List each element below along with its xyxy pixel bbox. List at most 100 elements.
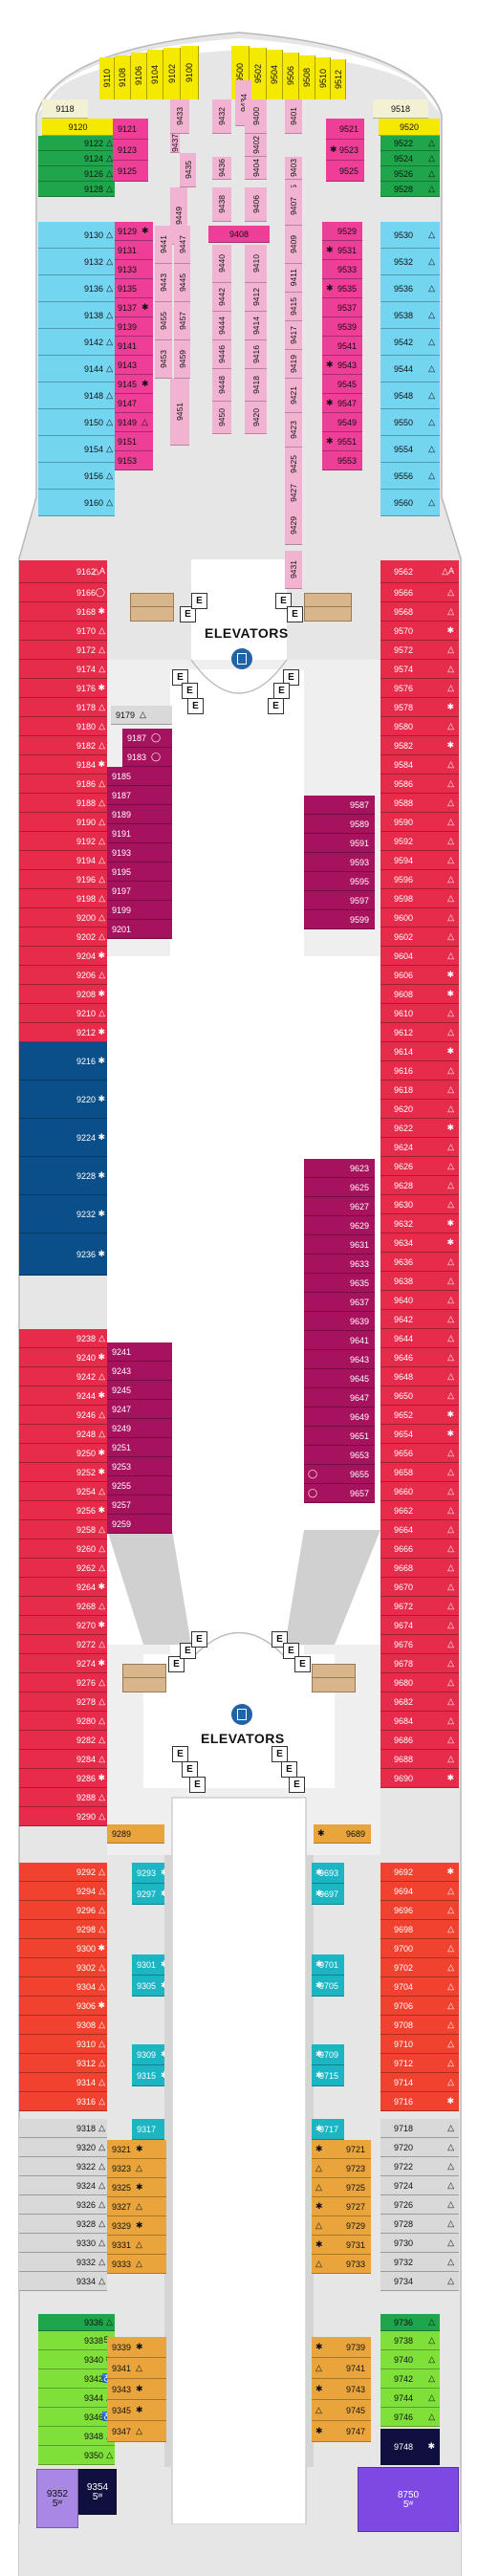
cabin-9272[interactable]: 9272 △	[19, 1635, 107, 1654]
cabin-9608[interactable]: 9608 ✱	[380, 985, 459, 1004]
cabin-9432[interactable]: 9432	[212, 99, 231, 134]
cabin-9137[interactable]: 9137 ✱	[113, 298, 153, 317]
cabin-9651[interactable]: 9651	[304, 1427, 375, 1446]
cabin-9589[interactable]: 9589	[304, 815, 375, 834]
cabin-9734[interactable]: 9734 △	[380, 2272, 459, 2291]
cabin-9716[interactable]: 9716 ✱	[380, 2092, 459, 2111]
cabin-9148[interactable]: 9148 △	[38, 382, 115, 409]
cabin-9197[interactable]: 9197	[107, 882, 172, 901]
cabin-9198[interactable]: 9198 △	[19, 889, 107, 908]
cabin-9310[interactable]: 9310 △	[19, 2035, 107, 2054]
cabin-9131[interactable]: 9131	[113, 241, 153, 260]
cabin-9301[interactable]: 9301 ✱	[132, 1954, 164, 1976]
cabin-9441[interactable]: 9441	[155, 226, 172, 264]
cabin-9582[interactable]: 9582 ✱	[380, 736, 459, 755]
cabin-9347[interactable]: 9347 △	[107, 2421, 166, 2442]
cabin-9338[interactable]: 93385ʷ	[38, 2331, 115, 2350]
cabin-9576[interactable]: 9576 △	[380, 679, 459, 698]
cabin-9254[interactable]: 9254 △	[19, 1482, 107, 1501]
cabin-9440[interactable]: 9440	[212, 245, 231, 283]
cabin-9286[interactable]: 9286 ✱	[19, 1769, 107, 1788]
cabin-9554[interactable]: 9554 △	[380, 436, 440, 463]
cabin-9196[interactable]: 9196 △	[19, 870, 107, 889]
cabin-9614[interactable]: 9614 ✱	[380, 1042, 459, 1061]
elevator-e1[interactable]: E	[180, 606, 196, 622]
cabin-9635[interactable]: 9635	[304, 1274, 375, 1293]
cabin-9717[interactable]: 9717 ✱	[312, 2119, 344, 2140]
cabin-9518[interactable]: 9518	[373, 99, 428, 119]
cabin-9118[interactable]: 9118	[42, 99, 88, 119]
cabin-9725[interactable]: 9725 △	[312, 2178, 371, 2197]
cabin-9693[interactable]: 9693 ✱	[312, 1863, 344, 1884]
cabin-9637[interactable]: 9637	[304, 1293, 375, 1312]
cabin-9429[interactable]: 9429	[285, 507, 302, 545]
cabin-9656[interactable]: 9656 △	[380, 1444, 459, 1463]
cabin-9350[interactable]: 9350 △	[38, 2446, 115, 2465]
cabin-9278[interactable]: 9278 △	[19, 1692, 107, 1712]
cabin-9678[interactable]: 9678 △	[380, 1654, 459, 1673]
cabin-9276[interactable]: 9276 △	[19, 1673, 107, 1692]
cabin-9688[interactable]: 9688 △	[380, 1750, 459, 1769]
cabin-9453[interactable]: 9453	[155, 340, 172, 379]
cabin-9201[interactable]: 9201	[107, 920, 172, 939]
cabin-9308[interactable]: 9308 △	[19, 2016, 107, 2035]
cabin-9531[interactable]: 9531 ✱	[322, 241, 362, 260]
cabin-9560[interactable]: 9560 △	[380, 490, 440, 516]
cabin-9593[interactable]: 9593	[304, 853, 375, 872]
cabin-9596[interactable]: 9596 △	[380, 870, 459, 889]
elevator-e17[interactable]: E	[172, 1746, 188, 1762]
cabin-9600[interactable]: 9600 △	[380, 908, 459, 928]
cabin-9548[interactable]: 9548 △	[380, 382, 440, 409]
cabin-9186[interactable]: 9186 △	[19, 775, 107, 794]
cabin-9288[interactable]: 9288 △	[19, 1788, 107, 1807]
cabin-9334[interactable]: 9334 △	[19, 2272, 107, 2291]
cabin-9162[interactable]: 9162 △A	[19, 560, 107, 583]
cabin-9632[interactable]: 9632 ✱	[380, 1214, 459, 1233]
cabin-9684[interactable]: 9684 △	[380, 1712, 459, 1731]
cabin-9243[interactable]: 9243	[107, 1362, 172, 1381]
cabin-9445[interactable]: 9445	[174, 264, 190, 302]
cabin-9172[interactable]: 9172 △	[19, 641, 107, 660]
cabin-9354[interactable]: 9354 5ʷ	[78, 2469, 117, 2515]
cabin-9293[interactable]: 9293 ✱	[132, 1863, 164, 1884]
cabin-9332[interactable]: 9332 △	[19, 2253, 107, 2272]
cabin-9647[interactable]: 9647	[304, 1388, 375, 1408]
cabin-9720[interactable]: 9720 △	[380, 2138, 459, 2157]
cabin-9129[interactable]: 9129 ✱	[113, 222, 153, 241]
cabin-9658[interactable]: 9658 △	[380, 1463, 459, 1482]
cabin-9180[interactable]: 9180 △	[19, 717, 107, 736]
cabin-9404[interactable]: 9404	[245, 157, 267, 180]
cabin-9459[interactable]: 9459	[174, 340, 190, 379]
cabin-9342[interactable]: 9342♿	[38, 2369, 115, 2389]
cabin-9302[interactable]: 9302 △	[19, 1958, 107, 1977]
cabin-9352[interactable]: 9352 5ʷ	[36, 2469, 78, 2528]
cabin-9306[interactable]: 9306 ✱	[19, 1997, 107, 2016]
cabin-9537[interactable]: 9537	[322, 298, 362, 317]
cabin-9208[interactable]: 9208 ✱	[19, 985, 107, 1004]
elevator-e4[interactable]: E	[287, 606, 303, 622]
cabin-9718[interactable]: 9718 △	[380, 2119, 459, 2138]
cabin-9523[interactable]: 9523 ✱	[326, 140, 364, 161]
cabin-9182[interactable]: 9182 △	[19, 736, 107, 755]
cabin-9414[interactable]: 9414	[245, 312, 267, 340]
cabin-9592[interactable]: 9592 △	[380, 832, 459, 851]
cabin-9529[interactable]: 9529	[322, 222, 362, 241]
cabin-9528[interactable]: 9528 △	[380, 182, 440, 197]
cabin-9721[interactable]: 9721 ✱	[312, 2140, 371, 2159]
cabin-9686[interactable]: 9686 △	[380, 1731, 459, 1750]
cabin-9698[interactable]: 9698 △	[380, 1920, 459, 1939]
cabin-9407[interactable]: 9407	[285, 187, 302, 226]
cabin-9316[interactable]: 9316 △	[19, 2092, 107, 2111]
cabin-9680[interactable]: 9680 △	[380, 1673, 459, 1692]
elevator-e13[interactable]: E	[191, 1631, 207, 1648]
elevator-e15[interactable]: E	[283, 1643, 299, 1659]
cabin-9292[interactable]: 9292 △	[19, 1863, 107, 1882]
cabin-9670[interactable]: 9670 △	[380, 1578, 459, 1597]
cabin-9147[interactable]: 9147	[113, 394, 153, 413]
cabin-9648[interactable]: 9648 △	[380, 1367, 459, 1386]
cabin-9620[interactable]: 9620 △	[380, 1100, 459, 1119]
cabin-9594[interactable]: 9594 △	[380, 851, 459, 870]
cabin-9672[interactable]: 9672 △	[380, 1597, 459, 1616]
cabin-9438[interactable]: 9438	[212, 187, 231, 222]
cabin-9256[interactable]: 9256 ✱	[19, 1501, 107, 1520]
